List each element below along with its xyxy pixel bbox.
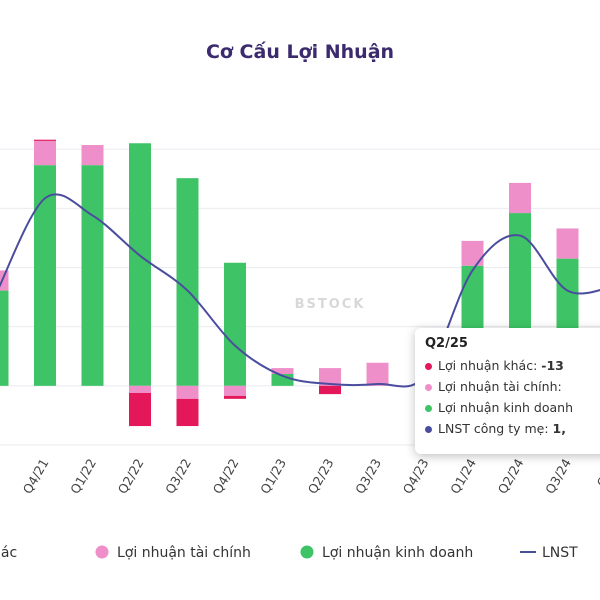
bar-segment [224, 262, 246, 386]
chart-title: Cơ Cấu Lợi Nhuận [206, 40, 394, 63]
bar-segment [271, 374, 294, 386]
bar-segment [176, 398, 199, 427]
bar-segment [509, 182, 531, 214]
tooltip-dot [425, 426, 432, 433]
x-tick-label: Q3/24 [542, 456, 574, 496]
bar-segment [366, 362, 389, 386]
tooltip-value: -13 [541, 358, 564, 373]
x-tick-label: Q4/23 [400, 456, 432, 496]
bar-segment [129, 143, 151, 386]
bar-segment [34, 140, 56, 166]
bar-segment [0, 270, 9, 291]
bar-segment [176, 385, 199, 399]
bar-segment [0, 290, 9, 386]
x-tick-label: Q4/21 [20, 456, 52, 496]
bar-segment [176, 178, 199, 386]
legend-label: LNST [542, 545, 578, 561]
x-tick-label: Q2/23 [305, 456, 337, 496]
bar-segment [319, 368, 341, 386]
bar-segment [34, 139, 56, 141]
tooltip-row: Lợi nhuận kinh doanh [425, 397, 600, 418]
watermark: BSTOCK [295, 297, 366, 312]
tooltip-title: Q2/25 [425, 336, 468, 351]
tooltip-dot [425, 405, 432, 412]
tooltip: Q2/25 Lợi nhuận khác: -13 Lợi nhuận tài ch… [415, 328, 600, 454]
bar-segment [461, 240, 484, 266]
bar-segment [556, 228, 579, 259]
bar-segment [271, 368, 294, 374]
x-tick-label: Q1/23 [257, 456, 289, 496]
x-tick-label: Q4/2 [594, 456, 600, 489]
x-tick-label: Q2/22 [115, 456, 147, 496]
bar-segment [34, 165, 56, 386]
legend-label: Lợi nhuận kinh doanh [322, 545, 473, 561]
tooltip-row: Lợi nhuận khác: -13 [425, 355, 600, 376]
tooltip-label: Lợi nhuận khác: [438, 358, 538, 373]
bar-segment [224, 395, 246, 399]
bar-segment [129, 392, 151, 427]
x-tick-label: Q4/22 [210, 456, 242, 496]
bar-segment [81, 165, 104, 386]
tooltip-row: Lợi nhuận tài chính: [425, 376, 600, 397]
x-tick-label: Q1/22 [67, 456, 99, 496]
tooltip-label: Lợi nhuận kinh doanh [438, 400, 573, 415]
bar-segment [129, 385, 151, 393]
line [0, 193, 600, 388]
tooltip-dot [425, 363, 432, 370]
x-tick-label: Q3/22 [162, 456, 194, 496]
tooltip-value: 1, [552, 421, 566, 436]
bar-segment [224, 385, 246, 396]
bar-segment [319, 385, 341, 395]
bar-segment [81, 145, 104, 166]
legend-swatch [95, 545, 109, 559]
legend-label: Lợi nhuận tài chính [117, 545, 251, 561]
legend-label: ận khác [0, 545, 17, 561]
x-tick-label: Q2/24 [495, 456, 527, 496]
legend-swatch [300, 545, 314, 559]
x-tick-label: Q3/23 [352, 456, 384, 496]
tooltip-dot [425, 384, 432, 391]
x-tick-label: Q1/24 [447, 456, 479, 496]
tooltip-label: Lợi nhuận tài chính: [438, 379, 562, 394]
tooltip-row: LNST công ty mẹ: 1, [425, 418, 600, 439]
tooltip-label: LNST công ty mẹ: [438, 421, 549, 436]
